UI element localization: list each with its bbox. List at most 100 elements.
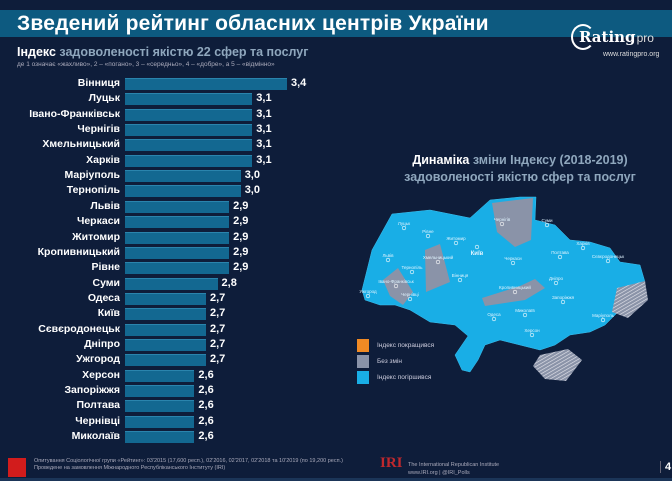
bar-value: 3,4 <box>290 77 307 89</box>
bar-value: 2,9 <box>233 199 249 212</box>
bar <box>125 185 241 198</box>
map-occupied-donbas <box>612 281 648 318</box>
bar-row: Чернівці 2,6 <box>0 415 330 428</box>
bar-value: 2,7 <box>209 291 226 304</box>
bar-row: Чернігів 3,1 <box>0 123 330 137</box>
iri-links[interactable]: www.IRI.org | @IRI_Polls <box>408 470 470 476</box>
source-line2: Проведене на замовлення Міжнародного Рес… <box>34 465 226 471</box>
city-label: Житомир <box>446 236 466 241</box>
page-title: Зведений рейтинг обласних центрів Україн… <box>17 12 489 35</box>
bar <box>125 400 195 413</box>
bar-value: 2,9 <box>233 230 249 243</box>
bar-row: Івано-Франківськ 3,1 <box>0 108 330 121</box>
bar-label: Вінниця <box>77 77 120 89</box>
chart-subtitle: Індекс задоволеності якістю 22 сфер та п… <box>17 45 308 59</box>
bar <box>125 124 253 137</box>
bar <box>125 354 206 367</box>
bar-row: Маріуполь 3,0 <box>0 169 330 183</box>
bar-row: Ужгород 2,7 <box>0 353 330 367</box>
bar <box>125 385 195 397</box>
city-marker-icon <box>474 244 480 250</box>
city-marker-icon <box>407 296 413 302</box>
bar-row: Київ 2,7 <box>0 307 330 321</box>
bar-value: 2,7 <box>209 337 226 350</box>
city-marker-icon <box>560 299 566 305</box>
bar <box>125 246 230 259</box>
bar-row: Херсон 2,6 <box>0 369 330 382</box>
bar <box>125 216 230 229</box>
city-label: Сєвєродонецьк <box>592 254 624 259</box>
city-marker-icon <box>510 260 516 266</box>
bar-value: 3,1 <box>256 138 272 151</box>
source-note: Опитування Соціологічної групи «Рейтинг»… <box>34 458 370 472</box>
logo-suffix: pro <box>636 31 654 45</box>
bar <box>125 262 230 275</box>
bar-row: Житомир 2,9 <box>0 231 330 244</box>
legend-label: Індекс погіршився <box>377 374 432 381</box>
bar <box>125 108 253 121</box>
city-label: Одеса <box>487 312 501 317</box>
city-marker-icon <box>457 277 463 283</box>
page-number: 4 <box>660 461 671 473</box>
city-label: Хмельницький <box>423 254 454 260</box>
map-title-bold: Динаміка <box>412 153 470 167</box>
bar-value: 2,6 <box>198 399 214 412</box>
bar-row: Луцьк 3,1 <box>0 92 330 106</box>
city-marker-icon <box>529 332 535 338</box>
bar-label: Кропивницький <box>37 245 120 258</box>
city-marker-icon <box>491 316 497 322</box>
city-label: Київ <box>471 251 484 257</box>
bar-row: Тернопіль 3,0 <box>0 184 330 198</box>
legend-label: Без змін <box>377 358 403 365</box>
city-marker-icon <box>425 233 431 239</box>
bar <box>125 415 195 428</box>
city-marker-icon <box>435 259 441 265</box>
city-marker-icon <box>499 221 505 227</box>
city-label: Суми <box>541 218 553 223</box>
bar <box>125 431 195 444</box>
bar-label: Черкаси <box>76 215 120 228</box>
bar-row: Хмельницький 3,1 <box>0 138 330 152</box>
map-region-khmelnytskyi <box>425 244 450 292</box>
iri-name: The International Republican Institute <box>408 462 500 468</box>
bar-label: Житомир <box>72 230 120 243</box>
bar-label: Київ <box>97 307 120 320</box>
bar-label: Харків <box>86 153 120 166</box>
city-marker-icon <box>522 312 528 318</box>
map-occupied-crimea <box>533 349 582 381</box>
bar <box>125 369 195 382</box>
city-marker-icon <box>544 222 550 228</box>
bar <box>125 308 206 321</box>
bar-label: Рівне <box>91 261 120 274</box>
map-title: Динаміка зміни Індексу (2018-2019) задово… <box>380 152 660 186</box>
legend-item: Індекс покращився <box>357 339 477 352</box>
city-label: Чернівці <box>401 292 418 297</box>
city-label: Тернопіль <box>402 265 424 270</box>
city-label: Вінниця <box>452 273 469 278</box>
legend-label: Індекс покращився <box>377 342 435 349</box>
bar-label: Суми <box>92 276 120 289</box>
city-label: Полтава <box>551 250 569 255</box>
bar-row: Сєвєродонецьк 2,7 <box>0 323 330 336</box>
bar <box>125 277 218 290</box>
bar-label: Ужгород <box>76 353 120 366</box>
bar-label: Чернігів <box>77 123 120 136</box>
bar <box>125 231 230 244</box>
rating-footer-logo <box>8 458 26 477</box>
bar <box>125 78 287 90</box>
map-title-line2: задоволеності якістю сфер та послуг <box>404 170 636 184</box>
city-label: Херсон <box>524 328 540 333</box>
legend-swatch <box>357 355 369 368</box>
logo-wordmark: Rating pro <box>579 28 654 46</box>
bar-value: 2,9 <box>233 215 249 228</box>
bar-label: Сєвєродонецьк <box>38 322 120 335</box>
bar-label: Хмельницький <box>42 138 120 151</box>
bar-label: Одеса <box>87 291 120 304</box>
bar-label: Чернівці <box>75 414 120 427</box>
city-marker-icon <box>453 240 459 246</box>
city-label: Чернігів <box>494 217 511 222</box>
city-label: Харків <box>576 241 590 246</box>
logo-url[interactable]: www.ratingpro.org <box>603 51 660 58</box>
bar-label: Львів <box>90 199 120 212</box>
